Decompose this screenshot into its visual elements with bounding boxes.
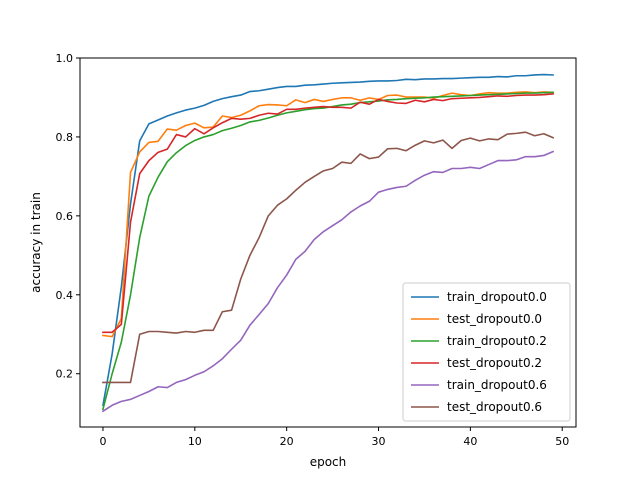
series-line-5	[102, 131, 555, 384]
legend-entry: train_dropout0.2	[447, 334, 547, 348]
x-tick-label: 0	[99, 435, 106, 448]
y-tick-label: 0.8	[56, 131, 74, 144]
y-tick-label: 0.2	[56, 368, 74, 381]
x-tick-label: 30	[372, 435, 386, 448]
y-tick-label: 1.0	[56, 52, 74, 65]
y-axis: 0.2 0.4 0.6 0.8 1.0	[56, 52, 80, 381]
y-axis-label: accuracy in train	[29, 192, 43, 293]
legend-entry: train_dropout0.0	[447, 290, 547, 304]
legend-box	[402, 282, 571, 422]
y-tick-label: 0.4	[56, 289, 74, 302]
legend-entry: test_dropout0.6	[447, 400, 542, 414]
legend-entry: train_dropout0.6	[447, 378, 547, 392]
series-line-4	[101, 150, 555, 413]
series-line-1	[102, 91, 554, 338]
y-tick-label: 0.6	[56, 210, 74, 223]
legend: train_dropout0.0 test_dropout0.0 train_dro…	[402, 282, 571, 422]
series-line-0	[102, 73, 554, 407]
x-tick-label: 50	[555, 435, 569, 448]
x-axis-label: epoch	[310, 455, 347, 469]
x-axis: 0 10 20 30 40 50	[99, 427, 569, 448]
plot-area	[79, 57, 577, 428]
legend-entry: test_dropout0.2	[447, 356, 542, 370]
x-tick-label: 40	[463, 435, 477, 448]
x-tick-label: 10	[188, 435, 202, 448]
legend-entry: test_dropout0.0	[447, 312, 542, 326]
x-tick-label: 20	[280, 435, 294, 448]
series-line-3	[102, 93, 554, 334]
series-lines	[101, 73, 555, 413]
